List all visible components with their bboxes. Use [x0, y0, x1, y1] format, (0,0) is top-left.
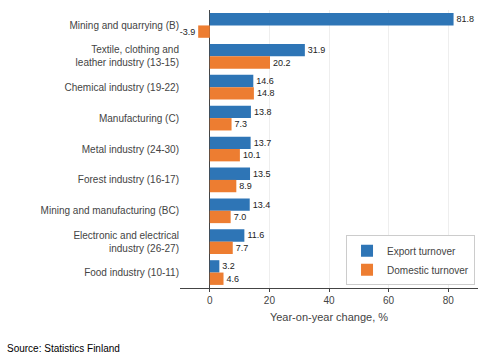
- svg-text:Chemical industry (19-22): Chemical industry (19-22): [65, 82, 180, 93]
- svg-text:14.8: 14.8: [257, 88, 275, 98]
- svg-text:-3.9: -3.9: [180, 27, 196, 37]
- svg-text:4.6: 4.6: [227, 274, 240, 284]
- svg-text:13.8: 13.8: [254, 107, 272, 117]
- svg-text:Manufacturing (C): Manufacturing (C): [99, 113, 179, 124]
- svg-text:8.9: 8.9: [239, 181, 252, 191]
- svg-text:11.6: 11.6: [247, 230, 264, 240]
- svg-text:7.0: 7.0: [234, 212, 247, 222]
- svg-text:Metal industry (24-30): Metal industry (24-30): [82, 144, 179, 155]
- svg-text:Export turnover: Export turnover: [387, 246, 456, 257]
- svg-text:13.5: 13.5: [253, 169, 271, 179]
- svg-text:40: 40: [323, 295, 335, 306]
- svg-text:13.7: 13.7: [254, 138, 272, 148]
- svg-text:31.9: 31.9: [308, 45, 326, 55]
- svg-text:Source: Statistics Finland: Source: Statistics Finland: [7, 343, 120, 354]
- svg-text:20: 20: [264, 295, 276, 306]
- svg-text:Mining and quarrying (B): Mining and quarrying (B): [70, 20, 180, 31]
- svg-text:80: 80: [443, 295, 455, 306]
- svg-text:81.8: 81.8: [457, 14, 475, 24]
- svg-text:13.4: 13.4: [253, 200, 271, 210]
- svg-text:Year-on-year change, %: Year-on-year change, %: [270, 311, 388, 323]
- svg-text:60: 60: [383, 295, 395, 306]
- svg-text:Forest industry (16-17): Forest industry (16-17): [78, 174, 179, 185]
- svg-text:20.2: 20.2: [273, 58, 291, 68]
- svg-text:0: 0: [207, 295, 213, 306]
- svg-text:7.3: 7.3: [235, 119, 248, 129]
- svg-text:10.1: 10.1: [243, 150, 261, 160]
- svg-text:3.2: 3.2: [222, 261, 235, 271]
- svg-text:Food industry (10-11): Food industry (10-11): [84, 267, 179, 278]
- svg-text:Mining and manufacturing (BC): Mining and manufacturing (BC): [41, 205, 179, 216]
- svg-text:Domestic turnover: Domestic turnover: [387, 265, 469, 276]
- svg-text:14.6: 14.6: [256, 76, 274, 86]
- svg-text:Textile, clothing andleather i: Textile, clothing andleather industry (1…: [76, 44, 179, 68]
- svg-text:Electronic and electricalindus: Electronic and electricalindustry (26-27…: [73, 230, 179, 254]
- svg-text:7.7: 7.7: [236, 243, 249, 253]
